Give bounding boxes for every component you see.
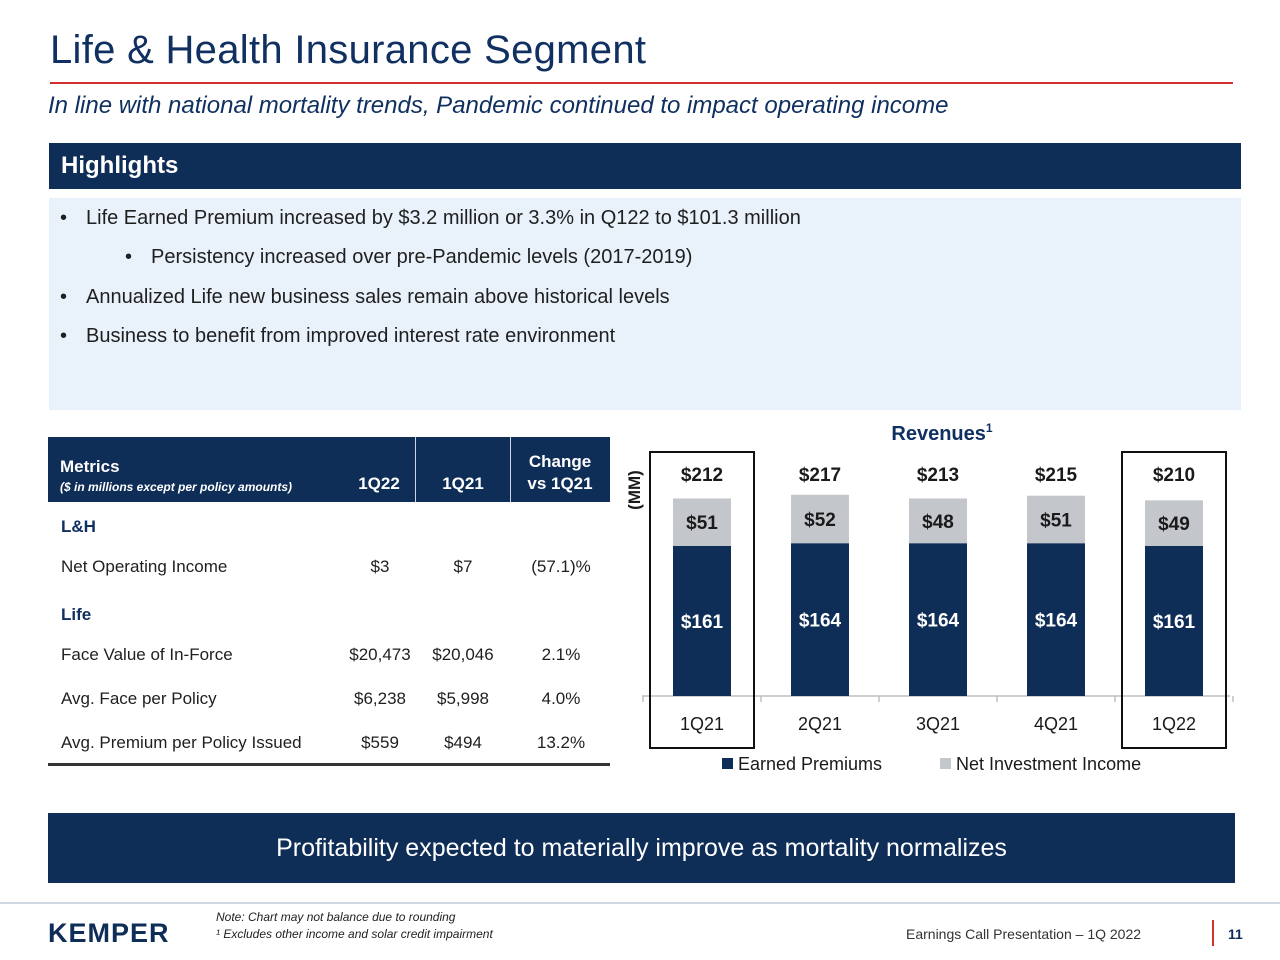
column-header-change-line2: vs 1Q21 <box>527 474 593 493</box>
bar-net-investment-income <box>909 498 967 544</box>
revenues-chart: Revenues1 (MM) $161 $51 $212 1Q21 $164 $52 $21… <box>625 421 1234 774</box>
x-tick-label: 1Q21 <box>680 714 724 734</box>
bar-net-investment-income <box>1027 495 1085 544</box>
highlight-bullet-2: • Annualized Life new business sales rema… <box>60 286 670 308</box>
table-bottom-rule <box>48 763 610 766</box>
row-label: Avg. Face per Policy <box>61 689 217 708</box>
page-subtitle: In line with national mortality trends, … <box>48 92 949 119</box>
data-label-earned-premiums: $164 <box>1035 611 1078 632</box>
legend-swatch <box>722 758 733 769</box>
footnote-rounding: Note: Chart may not balance due to round… <box>216 910 456 924</box>
highlight-bullet-1: • Life Earned Premium increased by $3.2 m… <box>60 207 801 229</box>
conclusion-banner: Profitability expected to materially imp… <box>48 813 1235 883</box>
bar-net-investment-income <box>1145 500 1203 546</box>
legend-label: Net Investment Income <box>956 754 1141 774</box>
section-label: L&H <box>61 517 96 536</box>
column-header-1q22: 1Q22 <box>358 474 400 493</box>
data-label-net-investment-income: $48 <box>922 512 954 533</box>
cell-1q22: $3 <box>370 557 390 576</box>
cell-1q21: $5,998 <box>437 689 489 708</box>
header-column-divider <box>510 437 511 502</box>
cell-1q22: $6,238 <box>354 689 406 708</box>
bar-earned-premiums <box>673 546 731 696</box>
highlight-box <box>649 451 755 749</box>
cell-change: (57.1)% <box>531 557 591 576</box>
data-label-net-investment-income: $51 <box>686 513 718 534</box>
data-label-earned-premiums: $161 <box>1153 612 1196 633</box>
metrics-header-sublabel: ($ in millions except per policy amounts… <box>60 480 293 494</box>
data-label-total: $210 <box>1153 465 1195 486</box>
footnote-revenues: ¹ Excludes other income and solar credit… <box>216 927 493 941</box>
bar-earned-premiums <box>1027 543 1085 696</box>
row-label: Net Operating Income <box>61 557 228 576</box>
header-column-divider <box>415 437 416 502</box>
data-label-total: $212 <box>681 465 723 486</box>
highlight-bullet-text: Life Earned Premium increased by $3.2 mi… <box>86 207 801 229</box>
chart-marks: $161 $51 $212 1Q21 $164 $52 $217 2Q21 $164 $48 $21… <box>642 451 1234 774</box>
highlights-header: Highlights <box>49 143 1241 189</box>
footer-divider <box>0 902 1280 904</box>
chart-title: Revenues1 <box>891 421 993 445</box>
data-label-total: $213 <box>917 465 959 486</box>
legend-swatch <box>940 758 951 769</box>
data-label-earned-premiums: $161 <box>681 612 724 633</box>
data-label-earned-premiums: $164 <box>799 611 842 632</box>
bar-earned-premiums <box>791 543 849 696</box>
highlight-bullet-text: Business to benefit from improved intere… <box>86 325 616 347</box>
metrics-header-label: Metrics <box>60 457 120 476</box>
footer-separator <box>1212 920 1214 946</box>
data-label-net-investment-income: $51 <box>1040 510 1072 531</box>
page-number: 11 <box>1228 926 1243 942</box>
cell-change: 2.1% <box>541 645 581 664</box>
highlight-box <box>1121 451 1227 749</box>
cell-change: 13.2% <box>536 733 586 752</box>
y-axis-label: (MM) <box>625 470 644 510</box>
bar-net-investment-income <box>791 494 849 544</box>
x-tick-label: 3Q21 <box>916 714 960 734</box>
legend-label: Earned Premiums <box>738 754 882 774</box>
x-tick-label: 1Q22 <box>1152 714 1196 734</box>
cell-1q22: $559 <box>361 733 399 752</box>
bar-net-investment-income <box>673 498 731 546</box>
highlight-bullet-text: Persistency increased over pre-Pandemic … <box>151 246 693 268</box>
cell-1q21: $7 <box>453 557 473 576</box>
data-label-total: $215 <box>1035 465 1078 486</box>
highlight-bullet-text: Annualized Life new business sales remai… <box>86 286 670 308</box>
x-tick-label: 2Q21 <box>798 714 842 734</box>
data-label-total: $217 <box>799 465 841 486</box>
section-label: Life <box>61 605 92 624</box>
highlight-subbullet-1: • Persistency increased over pre-Pandemic… <box>125 246 693 268</box>
metrics-table-header: Metrics ($ in millions except per policy… <box>48 437 610 502</box>
data-label-net-investment-income: $49 <box>1158 514 1190 535</box>
page-title: Life & Health Insurance Segment <box>50 28 647 72</box>
row-label: Face Value of In-Force <box>61 645 233 664</box>
x-tick-label: 4Q21 <box>1034 714 1078 734</box>
highlight-bullet-3: • Business to benefit from improved inter… <box>60 325 616 347</box>
highlights-header-label: Highlights <box>61 152 179 179</box>
cell-1q22: $20,473 <box>349 645 411 664</box>
row-label: Avg. Premium per Policy Issued <box>61 733 302 752</box>
bar-earned-premiums <box>1145 546 1203 696</box>
chart-title-text: Revenues <box>891 423 986 445</box>
bar-earned-premiums <box>909 543 967 696</box>
kemper-logo: KEMPER <box>48 918 170 948</box>
presentation-name: Earnings Call Presentation – 1Q 2022 <box>906 926 1142 942</box>
column-header-change: Change vs 1Q21 <box>516 451 604 495</box>
title-divider <box>50 82 1233 84</box>
cell-1q21: $494 <box>444 733 482 752</box>
column-header-1q21: 1Q21 <box>442 474 484 493</box>
highlights-panel <box>49 198 1241 410</box>
column-header-change-line1: Change <box>528 452 592 471</box>
data-label-net-investment-income: $52 <box>804 510 836 531</box>
chart-title-superscript: 1 <box>986 421 993 435</box>
cell-change: 4.0% <box>541 689 581 708</box>
data-label-earned-premiums: $164 <box>917 611 960 632</box>
cell-1q21: $20,046 <box>432 645 494 664</box>
